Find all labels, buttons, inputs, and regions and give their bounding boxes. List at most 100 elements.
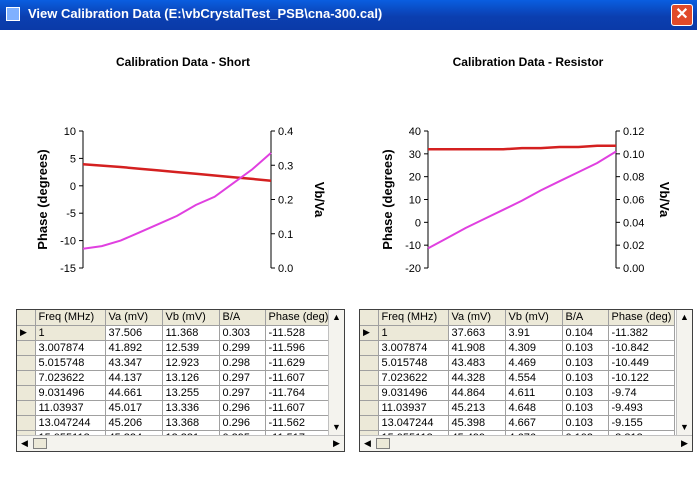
table-row[interactable]: 11.03937 45.213 4.648 0.103 -9.493 [360,400,676,416]
table-cell[interactable]: -11.528 [265,325,333,341]
table-cell[interactable]: 41.908 [448,340,506,356]
table-cell[interactable]: 7.023622 [378,370,449,386]
row-selector[interactable]: ▶ [17,325,36,341]
table-cell[interactable]: 4.667 [505,415,563,431]
table-row[interactable]: ▶ 1 37.663 3.91 0.104 -11.382 [360,325,676,341]
table-cell[interactable]: -11.596 [265,340,333,356]
table-cell[interactable]: 11.03937 [35,400,106,416]
table-cell[interactable]: 37.663 [448,325,506,341]
table-cell[interactable]: 45.213 [448,400,506,416]
scroll-down-arrow-icon[interactable]: ▼ [332,422,341,432]
table-cell[interactable]: 0.103 [562,415,609,431]
table-cell[interactable]: 13.126 [162,370,220,386]
table-row[interactable]: 11.03937 45.017 13.336 0.296 -11.607 [17,400,333,416]
table-cell[interactable]: 45.206 [105,415,163,431]
table-cell[interactable]: -10.122 [608,370,676,386]
column-header[interactable]: Vb (mV) [505,310,563,326]
row-selector[interactable] [360,355,379,371]
table-cell[interactable]: 4.648 [505,400,563,416]
row-selector[interactable] [17,340,36,356]
table-cell[interactable]: 0.103 [562,400,609,416]
horizontal-scroll-thumb[interactable] [376,438,390,449]
table-row[interactable]: 3.007874 41.892 12.539 0.299 -11.596 [17,340,333,356]
column-header[interactable]: Phase (deg) [608,310,676,326]
row-selector[interactable] [17,370,36,386]
column-header[interactable]: B/A [562,310,609,326]
row-selector[interactable] [17,400,36,416]
table-cell[interactable]: 41.892 [105,340,163,356]
row-selector[interactable]: ▶ [360,325,379,341]
table-row[interactable]: 9.031496 44.864 4.611 0.103 -9.74 [360,385,676,401]
table-cell[interactable]: 13.047244 [378,415,449,431]
scroll-down-arrow-icon[interactable]: ▼ [680,422,689,432]
column-header[interactable]: Va (mV) [448,310,506,326]
table-cell[interactable]: 13.368 [162,415,220,431]
horizontal-scrollbar[interactable]: ◀ ▶ [17,435,344,451]
table-cell[interactable]: -9.493 [608,400,676,416]
table-cell[interactable]: 13.047244 [35,415,106,431]
table-cell[interactable]: 1 [35,325,106,341]
table-cell[interactable]: 0.296 [219,415,266,431]
scroll-right-arrow-icon[interactable]: ▶ [333,438,340,448]
scroll-up-arrow-icon[interactable]: ▲ [680,312,689,322]
close-button[interactable]: ✕ [671,4,693,26]
scroll-left-arrow-icon[interactable]: ◀ [364,438,371,448]
table-cell[interactable]: 0.296 [219,400,266,416]
row-selector[interactable] [360,400,379,416]
data-grid-short[interactable]: Freq (MHz) Va (mV) Vb (mV) B/A Phase (deg) ▶ 1… [16,309,345,452]
horizontal-scroll-thumb[interactable] [33,438,47,449]
column-header[interactable]: Freq (MHz) [378,310,449,326]
column-header[interactable]: B/A [219,310,266,326]
table-cell[interactable]: 43.483 [448,355,506,371]
table-cell[interactable]: 0.103 [562,370,609,386]
scroll-right-arrow-icon[interactable]: ▶ [681,438,688,448]
table-cell[interactable]: -11.607 [265,400,333,416]
horizontal-scrollbar[interactable]: ◀ ▶ [360,435,692,451]
table-cell[interactable]: 12.539 [162,340,220,356]
table-cell[interactable]: 5.015748 [35,355,106,371]
table-cell[interactable]: 45.017 [105,400,163,416]
table-cell[interactable]: 43.347 [105,355,163,371]
table-cell[interactable]: 3.007874 [378,340,449,356]
table-cell[interactable]: 4.554 [505,370,563,386]
table-cell[interactable]: 0.103 [562,385,609,401]
vertical-scrollbar[interactable]: ▲ ▼ [676,310,692,435]
table-cell[interactable]: 0.104 [562,325,609,341]
table-cell[interactable]: -9.74 [608,385,676,401]
row-selector[interactable] [17,415,36,431]
table-cell[interactable]: 0.303 [219,325,266,341]
table-cell[interactable]: -9.155 [608,415,676,431]
table-cell[interactable]: 0.103 [562,340,609,356]
table-cell[interactable]: 4.469 [505,355,563,371]
table-cell[interactable]: 0.103 [562,355,609,371]
table-row[interactable]: 5.015748 43.347 12.923 0.298 -11.629 [17,355,333,371]
table-cell[interactable]: 9.031496 [35,385,106,401]
table-cell[interactable]: 7.023622 [35,370,106,386]
table-cell[interactable]: -11.764 [265,385,333,401]
title-bar[interactable]: View Calibration Data (E:\vbCrystalTest_… [0,0,697,30]
table-cell[interactable]: 1 [378,325,449,341]
row-selector[interactable] [360,340,379,356]
table-cell[interactable]: 3.007874 [35,340,106,356]
table-cell[interactable]: 9.031496 [378,385,449,401]
table-row[interactable]: 9.031496 44.661 13.255 0.297 -11.764 [17,385,333,401]
table-cell[interactable]: -11.562 [265,415,333,431]
table-cell[interactable]: 3.91 [505,325,563,341]
table-row[interactable]: 3.007874 41.908 4.309 0.103 -10.842 [360,340,676,356]
table-cell[interactable]: 0.297 [219,370,266,386]
table-cell[interactable]: 12.923 [162,355,220,371]
table-cell[interactable]: 11.03937 [378,400,449,416]
column-header[interactable]: Va (mV) [105,310,163,326]
row-selector[interactable] [360,415,379,431]
scroll-up-arrow-icon[interactable]: ▲ [332,312,341,322]
table-row[interactable]: 13.047244 45.206 13.368 0.296 -11.562 [17,415,333,431]
table-cell[interactable]: -10.449 [608,355,676,371]
scroll-left-arrow-icon[interactable]: ◀ [21,438,28,448]
table-row[interactable]: ▶ 1 37.506 11.368 0.303 -11.528 [17,325,333,341]
data-grid-resistor[interactable]: Freq (MHz) Va (mV) Vb (mV) B/A Phase (deg) ▶ 1… [359,309,693,452]
table-row[interactable]: 7.023622 44.328 4.554 0.103 -10.122 [360,370,676,386]
table-cell[interactable]: 0.299 [219,340,266,356]
table-cell[interactable]: 5.015748 [378,355,449,371]
table-cell[interactable]: 37.506 [105,325,163,341]
table-cell[interactable]: 13.255 [162,385,220,401]
